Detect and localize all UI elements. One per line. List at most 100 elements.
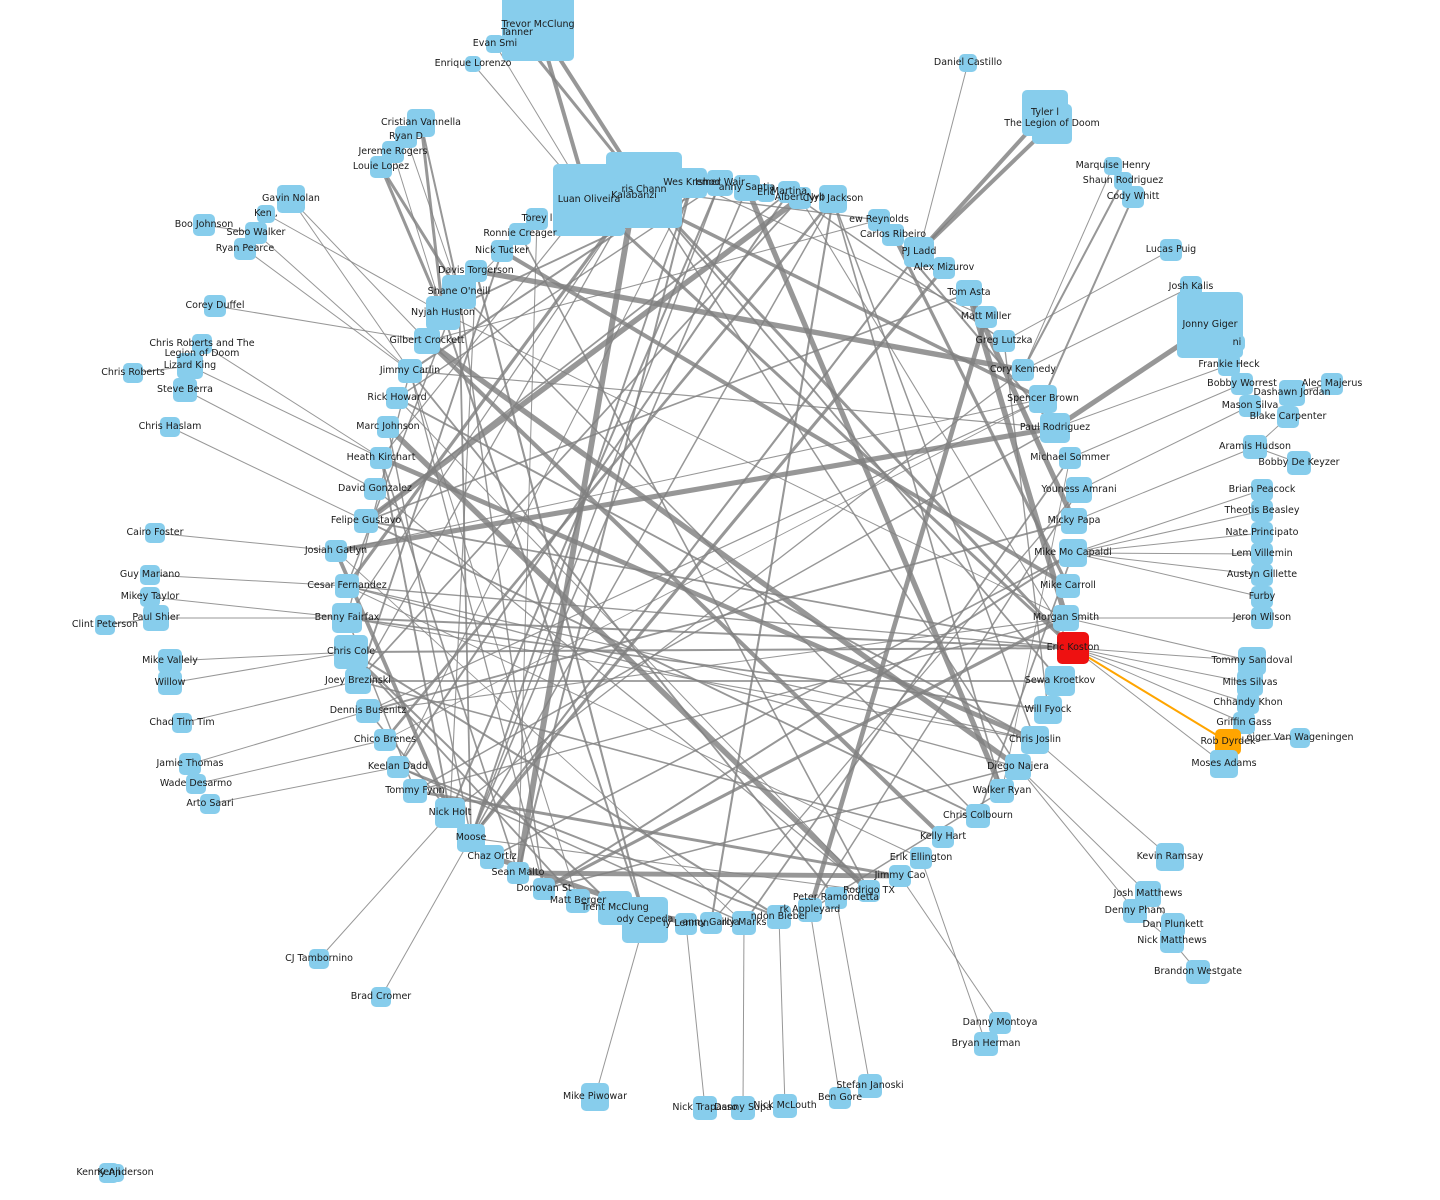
graph-node-michael-sommer[interactable]: [1059, 447, 1081, 469]
graph-node-lizard-king[interactable]: [177, 353, 203, 379]
graph-node-mike-mo-capaldi[interactable]: [1059, 539, 1087, 567]
graph-node-david-gonzalez[interactable]: [364, 478, 386, 500]
graph-node-carlos-ribeiro[interactable]: [882, 224, 904, 246]
graph-node-nick-matthews[interactable]: [1160, 929, 1184, 953]
graph-node-chris-colbourn[interactable]: [966, 804, 990, 828]
graph-node-mikey-taylor[interactable]: [140, 587, 160, 607]
graph-node-manny-santiago[interactable]: [734, 175, 760, 201]
graph-node-guy-mariano[interactable]: [140, 565, 160, 585]
graph-node-marquise-henry[interactable]: [1104, 157, 1122, 175]
graph-node-kevin-ramsay[interactable]: [1156, 843, 1184, 871]
graph-node-heath-kirchart[interactable]: [370, 447, 392, 469]
graph-node-joey-brezinski[interactable]: [345, 668, 371, 694]
graph-node-nick-holt[interactable]: [435, 798, 465, 828]
graph-node-chris-roberts-lod[interactable]: [192, 334, 212, 354]
graph-node-eric-koston[interactable]: [1057, 632, 1089, 664]
graph-node-lucas-puig[interactable]: [1160, 239, 1182, 261]
graph-node-mike-piwowar[interactable]: [581, 1083, 609, 1111]
graph-node-donovan-st[interactable]: [533, 878, 555, 900]
graph-node-evan-smith[interactable]: [486, 35, 504, 53]
graph-node-ken[interactable]: [257, 205, 275, 223]
graph-node-bobby-worrest[interactable]: [1231, 373, 1253, 395]
graph-node-kalabanzi[interactable]: [614, 176, 654, 216]
graph-node-rick-howard[interactable]: [386, 387, 408, 409]
graph-node-chris-roberts[interactable]: [123, 363, 143, 383]
graph-node-steve-berra[interactable]: [173, 378, 197, 402]
graph-node-chhandy-khon[interactable]: [1237, 692, 1259, 714]
graph-node-cody-cepeda[interactable]: [622, 897, 668, 943]
graph-node-chris-cole[interactable]: [334, 635, 368, 669]
graph-node-josiah-gatlyn[interactable]: [325, 540, 347, 562]
graph-node-jeron-wilson[interactable]: [1251, 607, 1273, 629]
graph-node-gavin-nolan[interactable]: [277, 185, 305, 213]
graph-node-ben-gore[interactable]: [829, 1087, 851, 1109]
graph-node-eric[interactable]: [757, 184, 775, 202]
graph-node-blake-carpenter[interactable]: [1277, 406, 1299, 428]
graph-node-wade-desarmo[interactable]: [186, 774, 206, 794]
graph-node-clint-peterson[interactable]: [95, 615, 115, 635]
graph-node-paul-rodriguez[interactable]: [1040, 413, 1070, 443]
graph-node-danny-garcia[interactable]: [700, 912, 722, 934]
graph-node-chris-joslin[interactable]: [1021, 726, 1049, 754]
graph-node-sean-malto[interactable]: [507, 862, 529, 884]
graph-node-rodrigo-tx[interactable]: [858, 880, 880, 902]
graph-node-corey-duffel[interactable]: [204, 295, 226, 317]
graph-node-greg-lutzka[interactable]: [993, 330, 1015, 352]
graph-node-stefan-janoski[interactable]: [858, 1074, 882, 1098]
graph-node-daniel-castillo[interactable]: [959, 54, 977, 72]
graph-node-miles-silvas[interactable]: [1237, 670, 1263, 696]
graph-node-tommy-fynn[interactable]: [403, 779, 427, 803]
graph-node-albert-nyberg[interactable]: [789, 187, 811, 209]
graph-node-billy-marks[interactable]: [732, 911, 756, 935]
graph-node-brian-peacock[interactable]: [1251, 479, 1273, 501]
graph-node-mike-carroll[interactable]: [1056, 574, 1080, 598]
graph-node-ty-lennon[interactable]: [675, 913, 697, 935]
graph-node-tanner[interactable]: [509, 25, 525, 41]
graph-node-felipe-gustavo[interactable]: [354, 509, 378, 533]
graph-node-diego-najera[interactable]: [1005, 754, 1031, 780]
graph-node-wes-kremer[interactable]: [677, 168, 707, 198]
graph-node-cesar-fernandez[interactable]: [335, 574, 359, 598]
graph-node-matt-berger[interactable]: [566, 889, 590, 913]
graph-node-chaz-ortiz[interactable]: [480, 845, 504, 869]
graph-node-mason-silva[interactable]: [1239, 395, 1261, 417]
graph-node-chris-haslam[interactable]: [160, 417, 180, 437]
graph-node-enrique-lorenzo[interactable]: [465, 56, 481, 72]
graph-node-torey-p[interactable]: [526, 208, 548, 230]
graph-node-gilbert-crockett[interactable]: [414, 328, 440, 354]
graph-node-kenny-anderson[interactable]: [106, 1164, 124, 1182]
graph-node-boo-johnson[interactable]: [193, 214, 215, 236]
graph-node-nate-principato[interactable]: [1251, 522, 1273, 544]
graph-node-matt-miller[interactable]: [975, 306, 997, 328]
graph-node-keelan-dadd[interactable]: [387, 756, 409, 778]
graph-node-jamie-thomas[interactable]: [179, 753, 201, 775]
graph-node-micky-papa[interactable]: [1061, 508, 1087, 534]
graph-node-benny-fairfax[interactable]: [332, 603, 362, 633]
graph-node-louie-lopez[interactable]: [370, 156, 392, 178]
graph-node-chad-tim-tim[interactable]: [172, 713, 192, 733]
graph-node-aramis-hudson[interactable]: [1243, 435, 1267, 459]
graph-node-walker-ryan[interactable]: [990, 779, 1014, 803]
graph-node-shaun-rodriguez[interactable]: [1114, 172, 1132, 190]
graph-node-arto-saari[interactable]: [200, 794, 220, 814]
graph-node-bobby-de-keyzer[interactable]: [1287, 451, 1311, 475]
graph-node-furby[interactable]: [1251, 586, 1273, 608]
graph-node-erik-ellington[interactable]: [910, 847, 932, 869]
graph-node-legion-of-doom[interactable]: [1032, 104, 1072, 144]
graph-node-ishod-wair[interactable]: [707, 170, 733, 196]
graph-node-will-fyock[interactable]: [1034, 696, 1062, 724]
graph-node-nick-tucker[interactable]: [491, 240, 513, 262]
graph-node-cairo-foster[interactable]: [145, 523, 165, 543]
graph-node-cyril-jackson[interactable]: [819, 185, 847, 213]
graph-node-danny-supa[interactable]: [731, 1096, 755, 1120]
graph-node-moses-adams[interactable]: [1210, 750, 1238, 778]
graph-node-ronnie-creager[interactable]: [509, 223, 531, 245]
graph-node-cory-kennedy[interactable]: [1012, 359, 1034, 381]
graph-node-brandon-biebel[interactable]: [767, 905, 791, 929]
graph-node-nyjah-huston[interactable]: [426, 296, 460, 330]
graph-node-dennis-busenitz[interactable]: [356, 699, 380, 723]
graph-node-pj-ladd[interactable]: [904, 237, 934, 267]
graph-node-theotis-beasley[interactable]: [1251, 500, 1273, 522]
graph-node-cj-tambornino[interactable]: [309, 949, 329, 969]
graph-node-denny-pham[interactable]: [1123, 899, 1147, 923]
